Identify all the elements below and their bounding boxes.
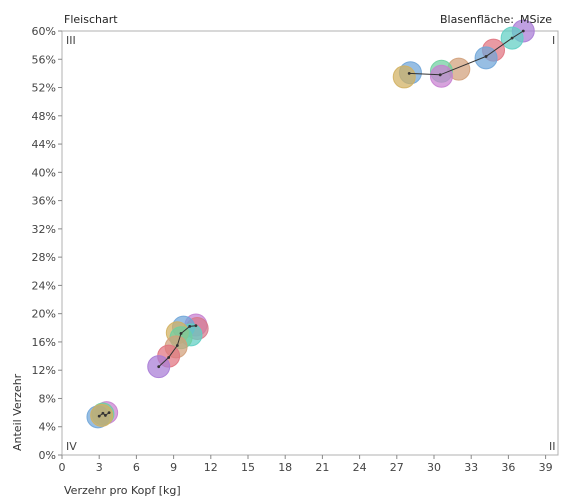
- x-axis-title: Verzehr pro Kopf [kg]: [64, 484, 181, 497]
- trail-marker: [157, 365, 161, 369]
- y-tick-label: 8%: [39, 392, 56, 405]
- trail-marker: [167, 356, 171, 359]
- y-axis: 0% 4% 8% 12% 16% 20% 24% 28% 32% 36% 40% 44% 48% 52% 5…: [32, 25, 62, 462]
- bubble-layer: [86, 19, 535, 429]
- quadrant-label-bottom-right: II: [549, 440, 556, 453]
- chart-title: Fleischart: [64, 13, 118, 26]
- bubble-point[interactable]: [90, 403, 114, 427]
- trail-marker: [104, 414, 107, 417]
- trail-layer: [97, 29, 525, 418]
- y-tick-label: 40%: [32, 166, 56, 179]
- trail-marker: [179, 332, 183, 335]
- trail-marker: [107, 411, 111, 414]
- y-tick-label: 16%: [32, 336, 56, 349]
- y-tick-label: 4%: [39, 421, 56, 434]
- x-tick-label: 12: [204, 461, 218, 474]
- x-tick-label: 30: [427, 461, 441, 474]
- x-tick-label: 21: [315, 461, 329, 474]
- quadrant-label-top-right: I: [552, 34, 555, 47]
- trail-marker: [175, 344, 179, 347]
- bubble-point[interactable]: [392, 65, 416, 89]
- y-tick-label: 24%: [32, 279, 56, 292]
- y-tick-label: 28%: [32, 251, 56, 264]
- bubble-point[interactable]: [474, 46, 498, 70]
- y-tick-label: 36%: [32, 195, 56, 208]
- y-tick-label: 32%: [32, 223, 56, 236]
- plot-area[interactable]: [61, 30, 559, 456]
- x-tick-label: 36: [501, 461, 515, 474]
- size-legend-variable[interactable]: MSize: [520, 13, 552, 26]
- y-tick-label: 44%: [32, 138, 56, 151]
- y-tick-label: 20%: [32, 308, 56, 321]
- trail-marker: [101, 411, 105, 415]
- bubble-point[interactable]: [429, 64, 453, 88]
- x-tick-label: 27: [390, 461, 404, 474]
- trail-marker: [521, 29, 525, 33]
- trail-marker: [438, 73, 442, 77]
- size-legend-label: Blasenfläche:: [440, 13, 514, 26]
- y-tick-label: 52%: [32, 82, 56, 95]
- x-axis: 0 3 6 9 12 15 18 21 24 27 30 33 36 39: [59, 455, 553, 474]
- x-tick-label: 39: [539, 461, 553, 474]
- trail-marker: [97, 414, 101, 418]
- trail-marker: [407, 72, 411, 75]
- trail-marker: [510, 36, 514, 40]
- y-tick-label: 48%: [32, 110, 56, 123]
- x-tick-label: 33: [464, 461, 478, 474]
- trail-marker: [188, 324, 192, 328]
- x-tick-label: 0: [59, 461, 66, 474]
- y-tick-label: 12%: [32, 364, 56, 377]
- x-tick-label: 24: [353, 461, 367, 474]
- x-tick-label: 15: [241, 461, 255, 474]
- x-tick-label: 9: [170, 461, 177, 474]
- quadrant-label-bottom-left: IV: [66, 440, 77, 453]
- y-tick-label: 60%: [32, 25, 56, 38]
- x-tick-label: 3: [96, 461, 103, 474]
- trail-marker: [194, 324, 198, 328]
- x-tick-label: 18: [278, 461, 292, 474]
- trail-line-2: [98, 412, 110, 417]
- quadrant-label-top-left: III: [66, 34, 76, 47]
- y-tick-label: 0%: [39, 449, 56, 462]
- y-axis-title: Anteil Verzehr: [11, 373, 24, 451]
- y-tick-label: 56%: [32, 53, 56, 66]
- x-tick-label: 6: [133, 461, 140, 474]
- trail-marker: [484, 55, 488, 58]
